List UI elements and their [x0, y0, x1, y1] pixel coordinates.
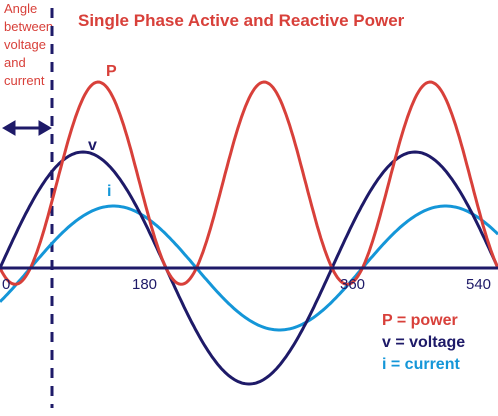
legend-power: P = power — [382, 312, 458, 329]
legend-current: i = current — [382, 356, 460, 373]
tick-label: 180 — [132, 276, 157, 293]
tick-label: 360 — [340, 276, 365, 293]
current-curve — [0, 204, 498, 332]
angle-note-line: Angle — [4, 1, 37, 16]
tick-label: 0 — [2, 276, 10, 293]
diagram-title: Single Phase Active and Reactive Power — [78, 11, 405, 30]
tick-label: 540 — [466, 276, 491, 293]
power-curve-label: P — [106, 63, 117, 80]
voltage-curve — [0, 150, 498, 386]
angle-note-line: between — [4, 19, 53, 34]
angle-note: Angle between voltage and current — [4, 1, 53, 88]
current-curve-label: i — [107, 183, 111, 200]
angle-note-line: and — [4, 55, 26, 70]
power-curve — [0, 80, 498, 286]
phase-angle-arrow — [2, 120, 52, 136]
angle-note-line: current — [4, 73, 45, 88]
voltage-curve-label: v — [88, 137, 97, 154]
legend-voltage: v = voltage — [382, 334, 465, 351]
legend: P = power v = voltage i = current — [382, 312, 465, 373]
angle-note-line: voltage — [4, 37, 46, 52]
